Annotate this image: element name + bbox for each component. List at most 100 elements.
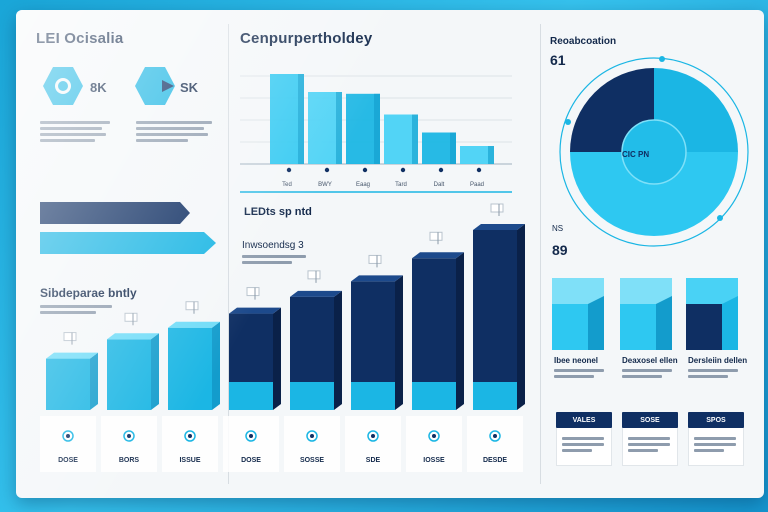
top-chart-bar-side <box>412 114 418 164</box>
kpi-2-text-lines <box>136 118 212 145</box>
mid-chart-tick-label: DESDE <box>483 457 507 464</box>
tile-side <box>656 296 672 350</box>
top-chart-bar-side <box>298 74 304 164</box>
mid-chart-card <box>467 416 523 472</box>
right-panel-title: Reoabcoation <box>550 36 617 47</box>
top-chart-bar <box>460 146 494 164</box>
top-chart-bar-side <box>374 93 380 164</box>
kpi-hexagon-2-icon <box>135 67 175 105</box>
mid-chart-bar-side <box>517 224 525 410</box>
middle-chart-text-lines <box>242 252 306 267</box>
mid-chart-tick-label: SOSSE <box>300 457 324 464</box>
mid-chart-eye-pupil <box>66 434 70 438</box>
mid-chart-bar <box>473 230 517 410</box>
vales-button[interactable]: VALES <box>556 412 612 428</box>
mid-chart-tick-label: ISSUE <box>179 457 200 464</box>
mid-chart-eye-icon <box>489 430 501 442</box>
tile-label-2: Deaxosel ellen <box>622 356 678 365</box>
tile-label-3: Dersleiin dellen <box>688 356 748 365</box>
kpi-value-1: 8K <box>90 80 107 95</box>
kpi-1-text-lines <box>40 118 110 145</box>
kpi-value-2: SK <box>180 80 199 95</box>
mid-chart-flag <box>124 312 138 322</box>
tile-front <box>552 304 588 350</box>
mid-chart-card <box>345 416 401 472</box>
top-chart-marker <box>476 167 482 173</box>
top-chart-tick-label: Ted <box>282 182 292 188</box>
mid-chart-bar-base <box>473 382 517 410</box>
mid-chart-flag <box>185 301 199 311</box>
top-chart-marker <box>400 167 406 173</box>
mid-chart-tick-label: DOSE <box>241 457 261 464</box>
mid-chart-bar-top <box>351 275 403 282</box>
middle-bar-chart: DOSE BORS ISSUE DOSE SOSSE SDE IOSSE DESDE <box>40 203 525 472</box>
top-chart-tick-label: Dalt <box>434 182 445 188</box>
mid-chart-eye-icon <box>306 430 318 442</box>
mid-chart-card <box>40 416 96 472</box>
pie-ring-dot <box>717 215 723 221</box>
section2-text-lines <box>40 302 112 317</box>
top-chart-tick-label: BWY <box>318 182 332 188</box>
mid-chart-bar-top <box>412 252 464 259</box>
pie-ring-dot <box>659 56 665 62</box>
mid-chart-card <box>284 416 340 472</box>
mid-chart-bar <box>168 327 212 410</box>
mid-chart-eye-pupil <box>493 434 497 438</box>
top-chart-bar-side <box>336 92 342 164</box>
divider-right <box>540 24 541 484</box>
mid-chart-bar-base <box>290 382 334 410</box>
mid-chart-card <box>406 416 462 472</box>
pie-slice <box>570 152 738 236</box>
pie-chart <box>559 56 749 247</box>
tile-front <box>686 304 722 350</box>
sose-button[interactable]: SOSE <box>622 412 678 428</box>
mid-chart-tick-label: BORS <box>119 457 140 464</box>
right-panel-value: 61 <box>550 52 566 68</box>
dashboard-board: LEI Ocisalia 8K SK Sibdeparae bntly Cenp… <box>16 10 764 498</box>
mid-chart-bar-side <box>151 333 159 410</box>
spos-button[interactable]: SPOS <box>688 412 744 428</box>
mid-chart-eye-pupil <box>432 434 436 438</box>
middle-chart-title: LEDts sp ntd <box>244 206 312 218</box>
mid-chart-bar-top <box>168 321 220 328</box>
mid-chart-eye-icon <box>62 430 74 442</box>
top-chart-title: Cenpurpertholdey <box>240 30 373 47</box>
mid-chart-bar <box>46 358 90 410</box>
right-tiles <box>552 278 738 350</box>
ribbon-cyan <box>40 232 216 254</box>
tile-label-1: Ibee neonel <box>554 356 599 365</box>
top-chart-tick-label: Eaag <box>356 182 370 188</box>
mid-chart-bar-top <box>107 333 159 340</box>
pie-center-label: CIC PN <box>622 150 650 159</box>
right-value2-prefix: NS <box>552 224 564 233</box>
ribbon-navy <box>40 202 190 224</box>
mid-chart-eye-pupil <box>249 434 253 438</box>
tile-lines-3 <box>688 366 738 381</box>
top-chart-tick-label: Tard <box>395 182 407 188</box>
mid-chart-bar-side <box>212 321 220 410</box>
pie-center-disc <box>621 119 687 185</box>
mid-chart-eye-icon <box>123 430 135 442</box>
mid-chart-bar-side <box>273 307 281 410</box>
card-lines-1 <box>562 434 604 455</box>
mid-chart-eye-icon <box>184 430 196 442</box>
tile-side <box>588 296 604 350</box>
top-bar-chart: Ted BWY Eaag Tard Dalt Paad <box>240 74 512 193</box>
mid-chart-eye-pupil <box>188 434 192 438</box>
pie-ring-dot <box>565 119 571 125</box>
mid-chart-card <box>162 416 218 472</box>
section2-title: Sibdeparae bntly <box>40 286 137 300</box>
mid-chart-flag <box>63 332 77 342</box>
mid-chart-bar-base <box>412 382 456 410</box>
mid-chart-flag <box>368 254 382 264</box>
mid-chart-eye-pupil <box>371 434 375 438</box>
mid-chart-bar-side <box>456 252 464 410</box>
top-chart-bar-side <box>488 146 494 164</box>
mid-chart-eye-pupil <box>310 434 314 438</box>
mid-chart-eye-icon <box>428 430 440 442</box>
divider-left <box>228 24 229 484</box>
mid-chart-bar-side <box>334 290 342 410</box>
mid-chart-flag <box>429 231 443 241</box>
tile-lines-1 <box>554 366 604 381</box>
card-lines-2 <box>628 434 670 455</box>
